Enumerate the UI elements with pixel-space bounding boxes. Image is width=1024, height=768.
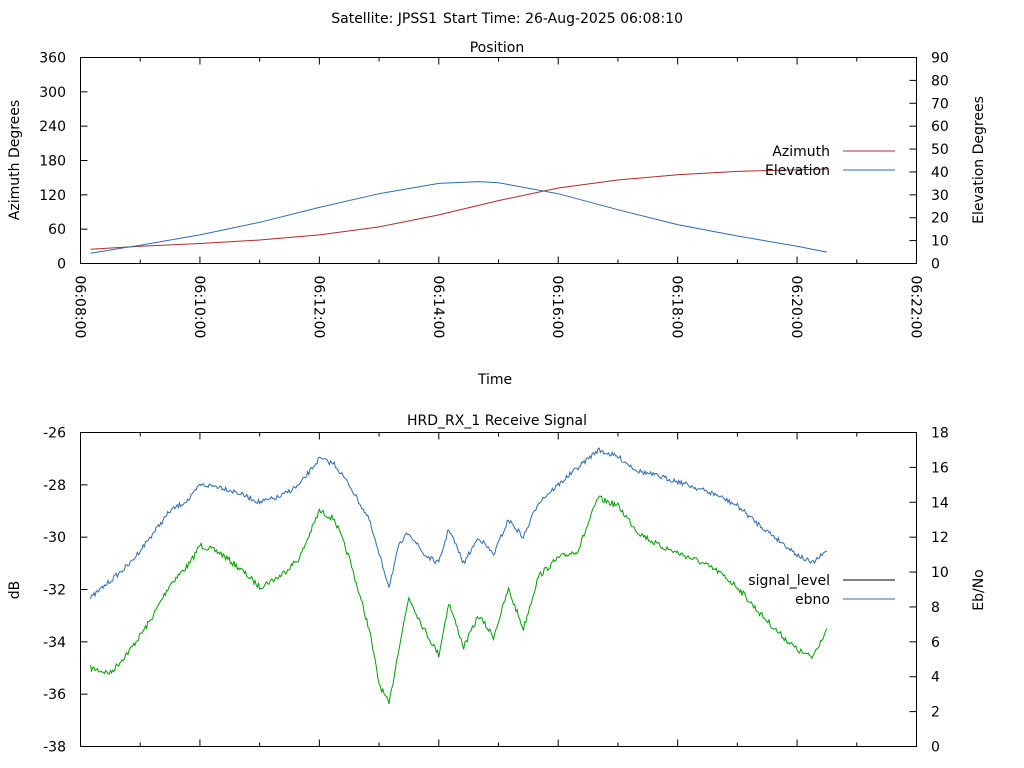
signal-ylabel: dB [7, 581, 23, 600]
y2tick-label: 90 [931, 51, 949, 67]
ytick-label: 240 [39, 119, 66, 135]
ytick-label: 300 [39, 85, 66, 101]
signal-time-axis [80, 432, 917, 747]
ytick-label: 120 [39, 188, 66, 204]
position-chart: Position 0 60 120 180 240 300 360 0 10 20 30 40 50 6… [7, 40, 987, 388]
y2tick-label: 0 [931, 740, 940, 756]
series-line-elevation [90, 181, 827, 254]
series-line-azimuth [90, 168, 827, 250]
y2tick-label: 50 [931, 142, 949, 158]
ytick-label: 0 [57, 257, 66, 273]
y2tick-label: 2 [931, 705, 940, 721]
ytick-label: -38 [43, 740, 66, 756]
legend-label-ebno: ebno [795, 592, 830, 608]
y2tick-label: 6 [931, 635, 940, 651]
xtick-label: 06:20:00 [788, 276, 804, 339]
position-azimuth-axis: 0 60 120 180 240 300 360 [39, 51, 88, 273]
position-y2label: Elevation Degrees [971, 96, 987, 224]
position-time-axis: 06:08:00 06:10:00 06:12:00 06:14:00 06:16:00… [72, 57, 924, 339]
satellite-name: Satellite: JPSS1 [331, 11, 437, 27]
position-plot-frame [80, 57, 917, 264]
ytick-label: 180 [39, 154, 66, 170]
position-chart-title: Position [470, 40, 525, 56]
ytick-label: -26 [43, 426, 66, 442]
y2tick-label: 4 [931, 670, 940, 686]
legend-label-signal-level: signal_level [748, 573, 830, 589]
signal-db-axis: -38 -36 -34 -32 -30 -28 -26 [43, 426, 88, 756]
ytick-label: 360 [39, 51, 66, 67]
xtick-label: 06:14:00 [430, 276, 446, 339]
signal-chart-title: HRD_RX_1 Receive Signal [407, 413, 587, 429]
xtick-label: 06:12:00 [310, 276, 326, 339]
y2tick-label: 70 [931, 96, 949, 112]
y2tick-label: 80 [931, 73, 949, 89]
signal-series [90, 447, 828, 705]
signal-ebno-axis: 0 2 4 6 8 10 12 14 16 18 [909, 426, 949, 756]
xtick-label: 06:10:00 [191, 276, 207, 339]
position-xlabel: Time [477, 372, 512, 388]
y2tick-label: 18 [931, 426, 949, 442]
y2tick-label: 10 [931, 234, 949, 250]
legend-label-elevation: Elevation [765, 163, 830, 179]
y2tick-label: 0 [931, 257, 940, 273]
pass-start-time: Start Time: 26-Aug-2025 06:08:10 [443, 11, 683, 27]
position-legend: Azimuth Elevation [765, 144, 895, 179]
xtick-label: 06:16:00 [549, 276, 565, 339]
ytick-label: -28 [43, 478, 66, 494]
y2tick-label: 10 [931, 565, 949, 581]
position-elevation-axis: 0 10 20 30 40 50 60 70 80 90 [909, 51, 949, 273]
ytick-label: -32 [43, 583, 66, 599]
position-series [90, 168, 827, 254]
ytick-label: -34 [43, 635, 66, 651]
y2tick-label: 16 [931, 460, 949, 476]
signal-legend: signal_level ebno [748, 573, 895, 608]
receive-signal-chart: HRD_RX_1 Receive Signal -38-36-34-32-30-… [7, 413, 987, 756]
series-line-signal-level [90, 495, 828, 705]
y2tick-label: 12 [931, 530, 949, 546]
series-line-ebno [90, 447, 828, 600]
xtick-label: 06:08:00 [72, 276, 88, 339]
ytick-label: -36 [43, 687, 66, 703]
position-ylabel: Azimuth Degrees [7, 100, 23, 220]
signal-plot-frame [80, 432, 917, 747]
xtick-label: 06:18:00 [669, 276, 685, 339]
y2tick-label: 60 [931, 119, 949, 135]
y2tick-label: 8 [931, 600, 940, 616]
signal-y2label: Eb/No [971, 569, 987, 611]
ytick-label: -30 [43, 530, 66, 546]
y2tick-label: 14 [931, 495, 949, 511]
legend-label-azimuth: Azimuth [772, 144, 830, 160]
y2tick-label: 20 [931, 211, 949, 227]
ytick-label: 60 [48, 222, 66, 238]
y2tick-label: 40 [931, 165, 949, 181]
xtick-label: 06:22:00 [908, 276, 924, 339]
y2tick-label: 30 [931, 188, 949, 204]
